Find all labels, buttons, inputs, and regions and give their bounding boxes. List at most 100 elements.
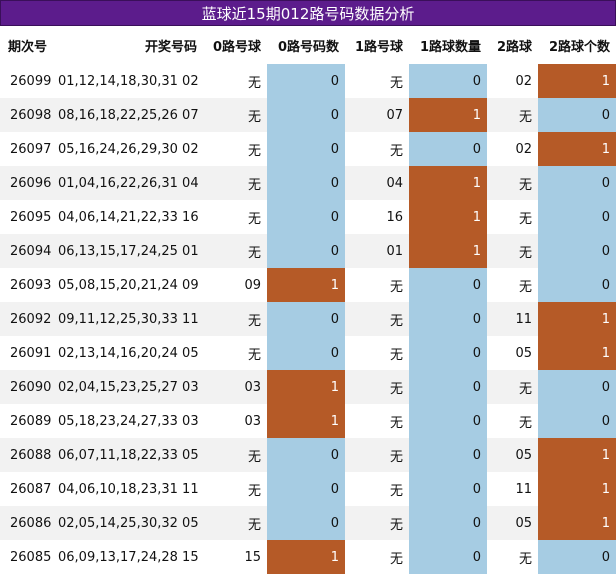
route1-ball-cell: 无 <box>345 370 409 404</box>
numbers-cell: 06,09,13,17,24,28 15 <box>58 540 203 574</box>
table-row: 26091 02,13,14,16,20,24 05 无 0 无 0 05 1 <box>0 336 616 370</box>
route0-ball-cell: 无 <box>203 506 267 540</box>
route1-count-cell: 0 <box>409 132 487 166</box>
numbers-cell: 05,16,24,26,29,30 02 <box>58 132 203 166</box>
route0-count-cell: 1 <box>267 370 345 404</box>
numbers-cell: 02,04,15,23,25,27 03 <box>58 370 203 404</box>
route2-ball-cell: 11 <box>487 302 538 336</box>
route1-ball-cell: 04 <box>345 166 409 200</box>
numbers-cell: 02,05,14,25,30,32 05 <box>58 506 203 540</box>
period-cell: 26087 <box>0 472 58 506</box>
route2-ball-cell: 02 <box>487 64 538 98</box>
period-cell: 26097 <box>0 132 58 166</box>
route1-ball-cell: 01 <box>345 234 409 268</box>
route1-count-cell: 1 <box>409 200 487 234</box>
route0-count-cell: 1 <box>267 540 345 574</box>
header-route2-count: 2路球个数 <box>538 26 616 64</box>
period-cell: 26086 <box>0 506 58 540</box>
route1-count-cell: 0 <box>409 506 487 540</box>
header-route1-ball: 1路号球 <box>345 26 409 64</box>
route0-ball-cell: 03 <box>203 404 267 438</box>
route0-ball-cell: 无 <box>203 438 267 472</box>
table-row: 26092 09,11,12,25,30,33 11 无 0 无 0 11 1 <box>0 302 616 336</box>
route1-ball-cell: 无 <box>345 132 409 166</box>
numbers-cell: 01,12,14,18,30,31 02 <box>58 64 203 98</box>
route1-ball-cell: 无 <box>345 64 409 98</box>
route0-count-cell: 0 <box>267 472 345 506</box>
table-row: 26096 01,04,16,22,26,31 04 无 0 04 1 无 0 <box>0 166 616 200</box>
header-period: 期次号 <box>0 26 58 64</box>
route2-ball-cell: 无 <box>487 404 538 438</box>
table-row: 26095 04,06,14,21,22,33 16 无 0 16 1 无 0 <box>0 200 616 234</box>
route1-count-cell: 0 <box>409 268 487 302</box>
route0-ball-cell: 无 <box>203 336 267 370</box>
route0-count-cell: 0 <box>267 336 345 370</box>
route1-ball-cell: 无 <box>345 336 409 370</box>
header-row: 期次号 开奖号码 0路号球 0路号码数 1路号球 1路球数量 2路球 2路球个数 <box>0 26 616 64</box>
table-row: 26098 08,16,18,22,25,26 07 无 0 07 1 无 0 <box>0 98 616 132</box>
header-route1-count: 1路球数量 <box>409 26 487 64</box>
route0-count-cell: 0 <box>267 200 345 234</box>
period-cell: 26095 <box>0 200 58 234</box>
numbers-cell: 05,18,23,24,27,33 03 <box>58 404 203 438</box>
route1-ball-cell: 无 <box>345 404 409 438</box>
numbers-cell: 06,07,11,18,22,33 05 <box>58 438 203 472</box>
route1-count-cell: 0 <box>409 472 487 506</box>
route2-ball-cell: 无 <box>487 166 538 200</box>
route0-count-cell: 0 <box>267 132 345 166</box>
period-cell: 26096 <box>0 166 58 200</box>
route0-ball-cell: 无 <box>203 64 267 98</box>
numbers-cell: 04,06,10,18,23,31 11 <box>58 472 203 506</box>
route0-count-cell: 0 <box>267 438 345 472</box>
route2-count-cell: 1 <box>538 506 616 540</box>
route2-count-cell: 1 <box>538 438 616 472</box>
route0-count-cell: 0 <box>267 98 345 132</box>
route0-count-cell: 0 <box>267 302 345 336</box>
numbers-cell: 04,06,14,21,22,33 16 <box>58 200 203 234</box>
route0-ball-cell: 09 <box>203 268 267 302</box>
route1-count-cell: 0 <box>409 404 487 438</box>
route1-ball-cell: 无 <box>345 438 409 472</box>
header-route0-ball: 0路号球 <box>203 26 267 64</box>
numbers-cell: 09,11,12,25,30,33 11 <box>58 302 203 336</box>
route1-count-cell: 0 <box>409 438 487 472</box>
period-cell: 26094 <box>0 234 58 268</box>
route2-ball-cell: 无 <box>487 370 538 404</box>
period-cell: 26098 <box>0 98 58 132</box>
route0-ball-cell: 03 <box>203 370 267 404</box>
period-cell: 26093 <box>0 268 58 302</box>
route0-count-cell: 1 <box>267 268 345 302</box>
route2-ball-cell: 02 <box>487 132 538 166</box>
route2-count-cell: 1 <box>538 336 616 370</box>
route1-count-cell: 0 <box>409 64 487 98</box>
period-cell: 26099 <box>0 64 58 98</box>
route1-ball-cell: 无 <box>345 472 409 506</box>
route1-ball-cell: 07 <box>345 98 409 132</box>
route1-ball-cell: 无 <box>345 506 409 540</box>
route0-ball-cell: 无 <box>203 166 267 200</box>
route0-count-cell: 0 <box>267 166 345 200</box>
header-route0-count: 0路号码数 <box>267 26 345 64</box>
route0-ball-cell: 无 <box>203 302 267 336</box>
numbers-cell: 01,04,16,22,26,31 04 <box>58 166 203 200</box>
table-row: 26090 02,04,15,23,25,27 03 03 1 无 0 无 0 <box>0 370 616 404</box>
period-cell: 26092 <box>0 302 58 336</box>
route2-count-cell: 0 <box>538 98 616 132</box>
numbers-cell: 02,13,14,16,20,24 05 <box>58 336 203 370</box>
table-row: 26089 05,18,23,24,27,33 03 03 1 无 0 无 0 <box>0 404 616 438</box>
route1-count-cell: 0 <box>409 370 487 404</box>
table-row: 26094 06,13,15,17,24,25 01 无 0 01 1 无 0 <box>0 234 616 268</box>
analysis-table: 期次号 开奖号码 0路号球 0路号码数 1路号球 1路球数量 2路球 2路球个数… <box>0 26 616 574</box>
route1-count-cell: 0 <box>409 336 487 370</box>
route0-count-cell: 1 <box>267 404 345 438</box>
route2-ball-cell: 05 <box>487 438 538 472</box>
table-row: 26086 02,05,14,25,30,32 05 无 0 无 0 05 1 <box>0 506 616 540</box>
period-cell: 26089 <box>0 404 58 438</box>
table-row: 26087 04,06,10,18,23,31 11 无 0 无 0 11 1 <box>0 472 616 506</box>
period-cell: 26085 <box>0 540 58 574</box>
route1-ball-cell: 16 <box>345 200 409 234</box>
route1-count-cell: 1 <box>409 234 487 268</box>
header-route2-ball: 2路球 <box>487 26 538 64</box>
route1-count-cell: 1 <box>409 98 487 132</box>
route0-ball-cell: 无 <box>203 234 267 268</box>
